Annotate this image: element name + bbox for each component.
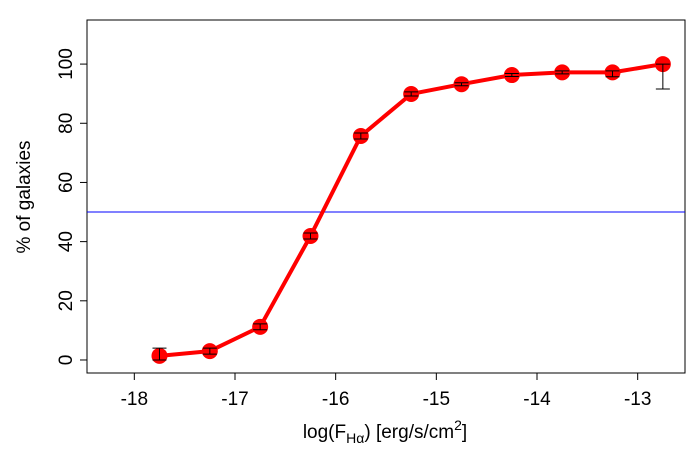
x-axis-label: log(FHα) [erg/s/cm2] [303, 417, 467, 446]
x-tick-label: -16 [322, 389, 349, 410]
error-bar [555, 70, 570, 75]
y-tick-label: 0 [56, 355, 77, 366]
y-tick-label: 20 [56, 290, 77, 311]
y-tick-label: 100 [56, 48, 77, 80]
error-bar [253, 323, 268, 331]
error-bar [504, 73, 519, 78]
data-line [159, 62, 664, 358]
error-bar [404, 91, 419, 97]
error-bar [202, 347, 217, 355]
error-bar [454, 82, 469, 87]
x-label-sup: 2 [454, 417, 462, 433]
error-bar [152, 347, 167, 361]
x-tick-label: -14 [523, 389, 551, 410]
error-bar [655, 63, 670, 90]
error-bar [605, 70, 620, 78]
x-tick-label: -13 [624, 389, 651, 410]
error-bar [303, 232, 318, 240]
x-label-part: ] [462, 422, 467, 443]
y-tick-label: 80 [56, 113, 77, 134]
y-axis-label: % of galaxies [14, 140, 35, 253]
plot-frame [86, 19, 686, 374]
x-label-sub: Hα [346, 430, 364, 446]
x-label-part: log(F [303, 422, 346, 443]
x-label-part: ) [erg/s/cm [364, 422, 454, 443]
y-tick-label: 60 [56, 172, 77, 193]
x-tick-label: -18 [121, 389, 148, 410]
error-bar [353, 132, 368, 140]
x-tick-label: -15 [423, 389, 450, 410]
y-tick-label: 40 [56, 231, 77, 252]
x-tick-label: -17 [221, 389, 248, 410]
